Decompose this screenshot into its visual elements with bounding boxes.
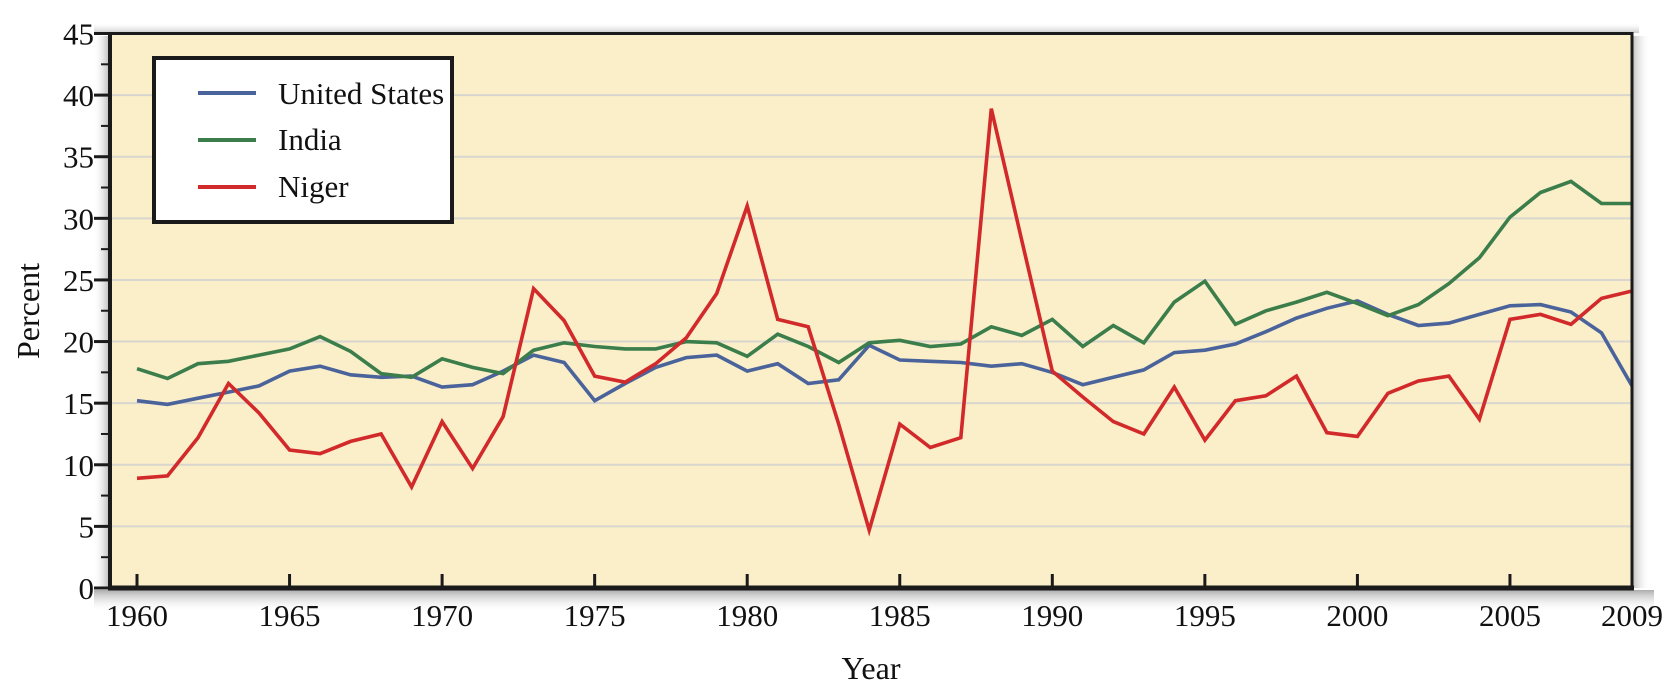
y-tick-label: 30 bbox=[63, 201, 94, 236]
x-tick-label: 1960 bbox=[106, 598, 168, 633]
x-tick-label: 1980 bbox=[716, 598, 778, 633]
x-tick-label: 2000 bbox=[1326, 598, 1388, 633]
shadow-left bbox=[93, 36, 110, 588]
legend-box: United States India Niger bbox=[152, 56, 454, 224]
y-tick-label: 35 bbox=[63, 140, 94, 175]
y-tick-label: 0 bbox=[79, 571, 95, 606]
legend-label: United States bbox=[278, 75, 445, 111]
y-tick-label: 20 bbox=[63, 325, 94, 360]
x-tick-label: 1965 bbox=[259, 598, 321, 633]
x-tick-label: 1995 bbox=[1174, 598, 1236, 633]
x-tick-label: 1975 bbox=[564, 598, 626, 633]
y-tick-label: 40 bbox=[63, 78, 94, 113]
y-axis-title: Percent bbox=[10, 263, 46, 359]
legend-line-swatch bbox=[198, 137, 256, 142]
legend-label: Niger bbox=[278, 169, 349, 205]
x-tick-label: 1970 bbox=[411, 598, 473, 633]
series-line-india bbox=[136, 179, 1632, 381]
y-tick-label: 45 bbox=[63, 17, 94, 52]
x-tick-label: 1990 bbox=[1021, 598, 1083, 633]
x-tick-label: 2005 bbox=[1479, 598, 1541, 633]
series-line-niger bbox=[136, 108, 1633, 537]
shadow-right bbox=[1632, 36, 1650, 588]
shadow-top bbox=[94, 22, 1639, 33]
shadow-bottom bbox=[94, 590, 1654, 612]
legend-item-india: India bbox=[198, 124, 450, 155]
y-tick-label: 10 bbox=[63, 448, 94, 483]
legend-item-united-states: United States bbox=[198, 78, 450, 109]
legend-label: India bbox=[278, 122, 342, 158]
legend-item-niger: Niger bbox=[198, 171, 450, 202]
legend-line-swatch bbox=[198, 91, 256, 96]
x-tick-label: 2009 bbox=[1601, 598, 1663, 633]
x-axis-title: Year bbox=[841, 650, 901, 686]
y-tick-label: 25 bbox=[63, 263, 94, 298]
legend-line-swatch bbox=[198, 184, 256, 189]
y-tick-label: 15 bbox=[63, 386, 94, 421]
x-tick-label: 1985 bbox=[869, 598, 931, 633]
y-tick-label: 5 bbox=[79, 509, 95, 544]
